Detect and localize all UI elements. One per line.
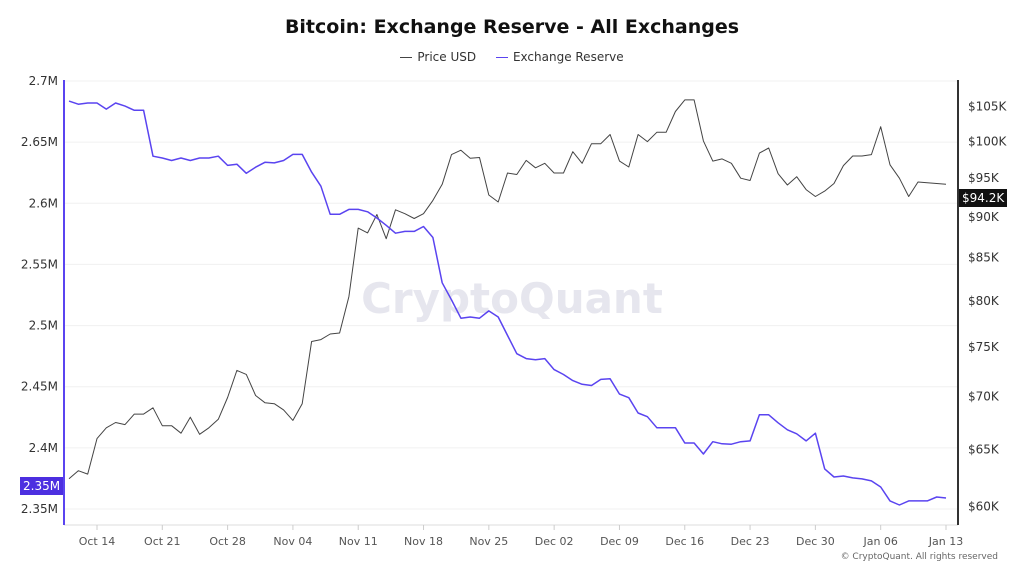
left-axis-tick-label: 2.7M — [29, 74, 58, 88]
x-axis-tick-label: Dec 30 — [796, 535, 835, 548]
legend-label-reserve: Exchange Reserve — [512, 50, 624, 64]
price-usd-line — [68, 99, 947, 480]
right-axis-tick-label: $90K — [968, 210, 1000, 224]
right-axis-tick-label: $80K — [968, 294, 1000, 308]
right-axis-tick-label: $105K — [968, 100, 1008, 114]
left-axis-tick-label: 2.6M — [29, 196, 58, 210]
left-axis-tick-label: 2.5M — [29, 319, 58, 333]
right-axis-tick-label: $95K — [968, 171, 1000, 185]
right-axis-tick-label: $85K — [968, 251, 1000, 265]
legend-item-reserve[interactable]: Exchange Reserve — [495, 50, 624, 64]
legend-label-price: Price USD — [417, 50, 477, 64]
copyright: © CryptoQuant. All rights reserved — [840, 552, 998, 562]
watermark: CryptoQuant — [361, 274, 663, 323]
legend-swatch-price — [400, 56, 413, 59]
right-axis-tick-label: $60K — [968, 500, 1000, 514]
x-axis-tick-label: Jan 13 — [928, 535, 963, 548]
x-axis-tick-label: Oct 28 — [209, 535, 246, 548]
x-axis-tick-label: Dec 09 — [600, 535, 639, 548]
left-axis-tick-label: 2.35M — [21, 502, 58, 516]
x-axis-tick-label: Dec 23 — [731, 535, 770, 548]
current-price-label: $94.2K — [959, 189, 1008, 207]
left-axis-tick-label: 2.65M — [21, 135, 58, 149]
x-axis-tick-label: Oct 21 — [144, 535, 181, 548]
legend: Price USD Exchange Reserve — [0, 50, 1024, 64]
left-axis-tick-label: 2.4M — [29, 441, 58, 455]
right-axis-tick-label: $100K — [968, 135, 1008, 149]
exchange-reserve-line — [68, 100, 947, 506]
right-axis-tick-label: $70K — [968, 390, 1000, 404]
x-axis-tick-label: Oct 14 — [79, 535, 116, 548]
x-axis-tick-label: Dec 02 — [535, 535, 574, 548]
left-axis-tick-label: 2.55M — [21, 257, 58, 271]
x-axis-tick-label: Jan 06 — [862, 535, 897, 548]
left-axis-tick-label: 2.45M — [21, 380, 58, 394]
right-axis-tick-label: $65K — [968, 442, 1000, 456]
x-axis-tick-label: Nov 04 — [273, 535, 312, 548]
x-axis-tick-label: Nov 18 — [404, 535, 443, 548]
x-axis-tick-label: Dec 16 — [665, 535, 704, 548]
legend-item-price[interactable]: Price USD — [400, 50, 476, 64]
x-axis-tick-label: Nov 25 — [469, 535, 508, 548]
right-axis-tick-label: $75K — [968, 340, 1000, 354]
current-reserve-label: 2.35M — [20, 477, 64, 495]
chart-title: Bitcoin: Exchange Reserve - All Exchange… — [284, 16, 740, 38]
x-axis-tick-label: Nov 11 — [339, 535, 378, 548]
legend-swatch-reserve — [495, 56, 508, 59]
